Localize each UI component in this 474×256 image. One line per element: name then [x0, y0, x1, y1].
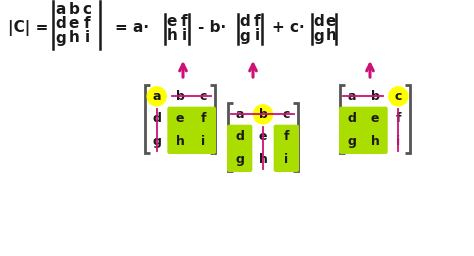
Text: i: i: [255, 28, 260, 44]
Text: h: h: [371, 135, 380, 148]
Text: d: d: [55, 16, 66, 31]
Text: e: e: [371, 112, 379, 125]
Text: h: h: [69, 30, 80, 46]
Text: f: f: [396, 112, 401, 125]
Circle shape: [146, 86, 167, 106]
Text: a: a: [153, 90, 161, 103]
Text: - b·: - b·: [198, 20, 226, 36]
Text: f: f: [181, 15, 187, 29]
FancyBboxPatch shape: [227, 125, 252, 172]
Text: e: e: [69, 16, 79, 31]
Text: + c·: + c·: [272, 20, 305, 36]
Text: b: b: [258, 108, 267, 121]
Text: d: d: [235, 131, 244, 144]
Text: f: f: [254, 15, 260, 29]
Text: h: h: [326, 28, 337, 44]
FancyBboxPatch shape: [339, 107, 388, 154]
FancyBboxPatch shape: [167, 107, 216, 154]
Text: e: e: [176, 112, 184, 125]
Text: d: d: [347, 112, 356, 125]
Text: i: i: [284, 153, 288, 166]
Text: c: c: [82, 3, 91, 17]
Text: g: g: [314, 28, 324, 44]
Text: c: c: [200, 90, 207, 103]
Text: a: a: [347, 90, 356, 103]
Text: i: i: [201, 135, 205, 148]
Text: a: a: [236, 108, 244, 121]
Circle shape: [388, 86, 409, 106]
Text: c: c: [395, 90, 402, 103]
Text: d: d: [240, 15, 250, 29]
Text: c: c: [283, 108, 290, 121]
Text: h: h: [175, 135, 184, 148]
FancyBboxPatch shape: [273, 125, 299, 172]
Text: = a·: = a·: [115, 20, 149, 36]
Text: b: b: [175, 90, 184, 103]
Text: f: f: [283, 131, 289, 144]
Text: e: e: [326, 15, 336, 29]
Text: h: h: [258, 153, 267, 166]
Text: g: g: [55, 30, 66, 46]
Text: b: b: [69, 3, 80, 17]
Text: h: h: [166, 28, 177, 44]
Text: d: d: [314, 15, 324, 29]
Text: g: g: [347, 135, 356, 148]
Text: b: b: [371, 90, 380, 103]
Circle shape: [253, 104, 273, 124]
Text: i: i: [396, 135, 401, 148]
Text: e: e: [167, 15, 177, 29]
Text: i: i: [84, 30, 90, 46]
Text: f: f: [201, 112, 206, 125]
Text: |C| =: |C| =: [8, 20, 48, 36]
Text: d: d: [152, 112, 161, 125]
Text: f: f: [84, 16, 91, 31]
Text: e: e: [259, 131, 267, 144]
Text: a: a: [56, 3, 66, 17]
Text: i: i: [182, 28, 187, 44]
Text: g: g: [235, 153, 244, 166]
Text: g: g: [240, 28, 250, 44]
Text: g: g: [152, 135, 161, 148]
